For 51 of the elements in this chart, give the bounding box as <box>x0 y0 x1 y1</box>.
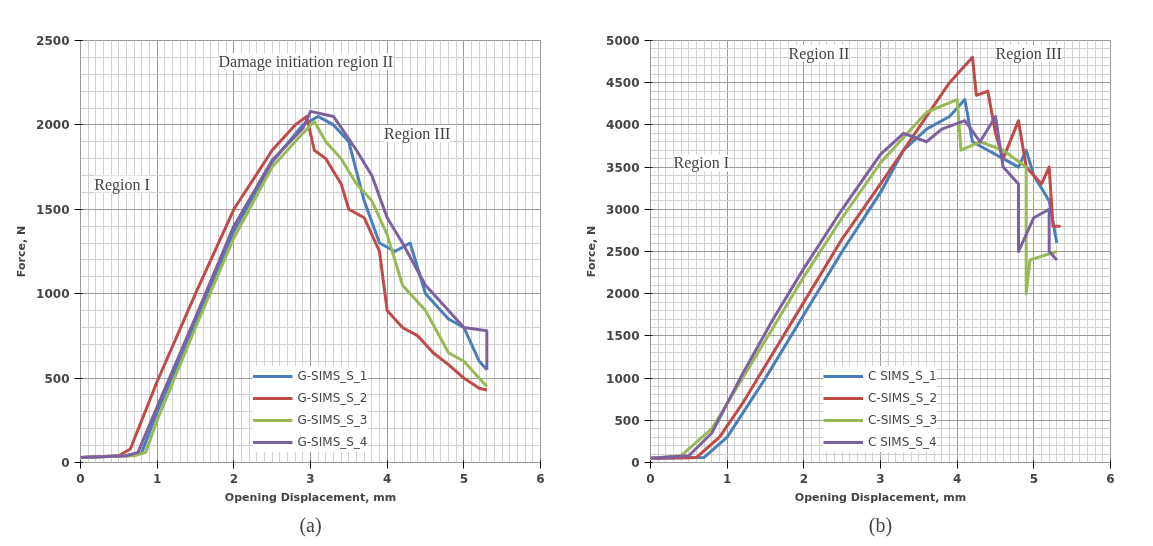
annotation: Damage initiation region II <box>218 53 394 72</box>
x-tick-label: 2 <box>799 471 809 486</box>
y-tick-label: 1500 <box>36 202 70 217</box>
y-tick-label: 500 <box>614 413 640 428</box>
legend-label: G-SIMS_S_1 <box>297 369 368 383</box>
x-tick-label: 2 <box>229 471 239 486</box>
y-axis-title: Force, N <box>15 225 29 278</box>
y-tick-label: 2500 <box>36 34 70 48</box>
legend-label: C SIMS_S_4 <box>867 435 937 449</box>
legend-label: C-SIMS_S_2 <box>867 391 938 405</box>
y-tick-label: 1500 <box>606 329 640 344</box>
x-axis-title: Opening Displacement, mm <box>224 490 397 504</box>
y-tick-label: 4500 <box>606 76 640 91</box>
y-tick-label: 5000 <box>606 34 640 48</box>
y-tick-label: 2500 <box>606 245 640 259</box>
y-axis-title: Force, N <box>585 225 599 278</box>
y-tick-label: 500 <box>44 371 70 386</box>
legend-label: C SIMS_S_1 <box>867 369 937 383</box>
legend-label: G-SIMS_S_3 <box>297 413 368 427</box>
annotation: Region III <box>995 44 1062 63</box>
annotation: Region II <box>788 44 850 63</box>
legend-label: G-SIMS_S_2 <box>297 391 368 405</box>
x-tick-label: 0 <box>76 471 85 486</box>
y-tick-label: 0 <box>631 456 640 470</box>
x-tick-label: 5 <box>459 471 469 486</box>
x-tick-label: 3 <box>306 471 315 486</box>
y-tick-label: 4000 <box>606 118 640 133</box>
x-tick-label: 1 <box>152 471 162 486</box>
annotation: Region III <box>384 124 451 143</box>
x-tick-label: 5 <box>1029 471 1039 486</box>
x-tick-label: 1 <box>722 471 732 486</box>
text: (b) <box>868 513 893 537</box>
x-tick-label: 4 <box>382 471 392 486</box>
y-tick-label: 1000 <box>36 287 70 302</box>
x-tick-label: 0 <box>646 471 655 486</box>
x-tick-label: 4 <box>952 471 962 486</box>
x-axis-title: Opening Displacement, mm <box>794 490 967 504</box>
legend-label: C-SIMS_S_3 <box>867 413 938 427</box>
x-tick-label: 6 <box>536 471 545 486</box>
y-tick-label: 3000 <box>606 202 640 217</box>
y-tick-label: 2000 <box>606 287 640 302</box>
y-tick-label: 0 <box>61 456 70 470</box>
y-tick-label: 1000 <box>606 371 640 386</box>
x-tick-label: 3 <box>876 471 885 486</box>
y-tick-label: 3500 <box>606 160 640 175</box>
legend-label: G-SIMS_S_4 <box>297 435 368 449</box>
annotation: Region I <box>673 154 730 173</box>
text: (a) <box>299 513 322 537</box>
annotation: Region I <box>94 175 150 194</box>
y-tick-label: 2000 <box>36 118 70 133</box>
x-tick-label: 6 <box>1106 471 1115 486</box>
